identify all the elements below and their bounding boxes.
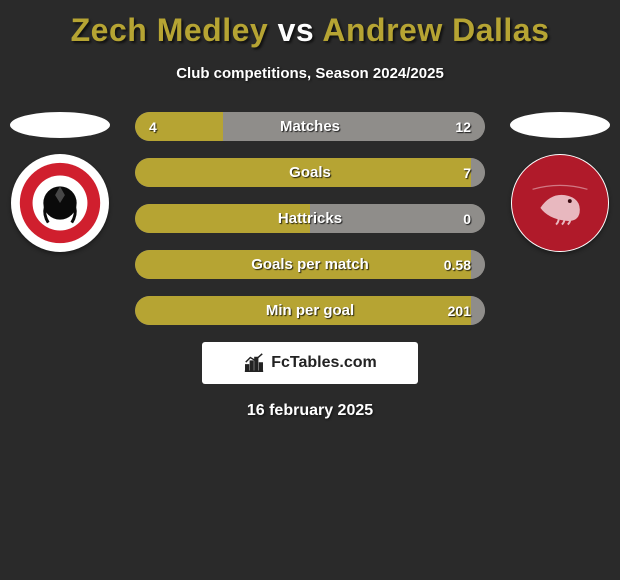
stat-label: Goals xyxy=(135,158,485,187)
player1-crest-column xyxy=(0,112,120,252)
stat-label: Hattricks xyxy=(135,204,485,233)
player2-shadow-ellipse xyxy=(510,112,610,138)
player2-name: Andrew Dallas xyxy=(322,12,549,48)
player1-name: Zech Medley xyxy=(71,12,269,48)
stat-row: 0.58Goals per match xyxy=(135,250,485,279)
stat-row: 7Goals xyxy=(135,158,485,187)
player1-shadow-ellipse xyxy=(10,112,110,138)
subtitle: Club competitions, Season 2024/2025 xyxy=(0,65,620,82)
stat-label: Goals per match xyxy=(135,250,485,279)
vs-text: vs xyxy=(278,12,315,48)
stat-row: 412Matches xyxy=(135,112,485,141)
attribution-badge: FcTables.com xyxy=(202,342,418,384)
crest-left-icon xyxy=(11,154,109,252)
date-text: 16 february 2025 xyxy=(0,402,620,420)
stat-row: 0Hattricks xyxy=(135,204,485,233)
player2-crest-column xyxy=(500,112,620,252)
attribution-text: FcTables.com xyxy=(271,354,377,372)
stat-label: Min per goal xyxy=(135,296,485,325)
stats-content: 412Matches 7Goals 0Hattricks 0.58Goals per … xyxy=(0,112,620,332)
stat-label: Matches xyxy=(135,112,485,141)
stat-bars: 412Matches 7Goals 0Hattricks 0.58Goals per … xyxy=(135,112,485,325)
comparison-title: Zech Medley vs Andrew Dallas xyxy=(0,0,620,49)
stat-row: 201Min per goal xyxy=(135,296,485,325)
crest-right-icon xyxy=(511,154,609,252)
player1-club-crest xyxy=(11,154,109,252)
chart-icon xyxy=(243,352,265,374)
player2-club-crest xyxy=(511,154,609,252)
